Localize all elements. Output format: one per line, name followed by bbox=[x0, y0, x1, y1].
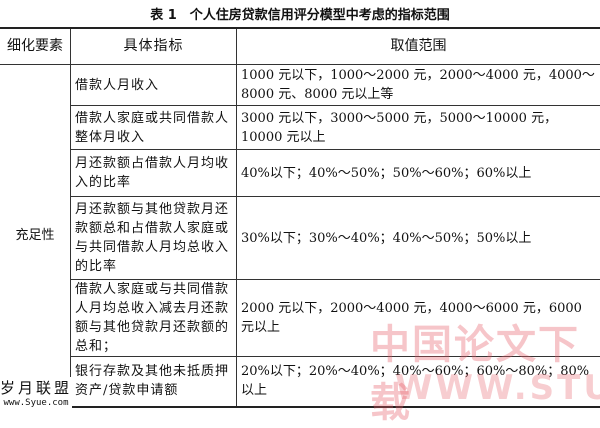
header-range: 取值范围 bbox=[237, 28, 600, 65]
category-cell: 充足性 bbox=[0, 65, 71, 407]
range-cell: 30%以下；30%～40%；40%～50%；50%以上 bbox=[237, 197, 600, 280]
site-logo: 岁月联盟 www.Syue.com bbox=[0, 377, 72, 408]
table-row: 月还款额与其他贷款月还款额总和占借款人家庭或与共同借款人月均总收入的比率 30%… bbox=[0, 197, 600, 280]
indicator-cell: 银行存款及其他未抵质押资产/贷款申请额 bbox=[71, 357, 237, 407]
table-row: 借款人家庭或共同借款人整体月收入 3000 元以下，3000～5000 元，50… bbox=[0, 106, 600, 150]
range-cell: 3000 元以下，3000～5000 元，5000～10000 元，10000 … bbox=[237, 106, 600, 150]
logo-text: 岁月联盟 bbox=[0, 377, 72, 398]
table-header-row: 细化要素 具体指标 取值范围 bbox=[0, 28, 600, 65]
range-cell: 1000 元以下，1000～2000 元，2000～4000 元，4000～80… bbox=[237, 65, 600, 106]
logo-url: www.Syue.com bbox=[0, 398, 72, 408]
table-row: 月还款额占借款人月均收入的比率 40%以下；40%～50%；50%～60%；60… bbox=[0, 150, 600, 197]
indicator-cell: 月还款额与其他贷款月还款额总和占借款人家庭或与共同借款人月均总收入的比率 bbox=[71, 197, 237, 280]
indicator-cell: 借款人月收入 bbox=[71, 65, 237, 106]
indicator-cell: 借款人家庭或共同借款人整体月收入 bbox=[71, 106, 237, 150]
watermark-url: WWW.STUDA. bbox=[395, 368, 600, 408]
header-element: 细化要素 bbox=[0, 28, 71, 65]
indicator-cell: 借款人家庭或与共同借款人月均总收入减去月还款额与其他贷款月还款额的总和； bbox=[71, 280, 237, 357]
table-title: 表 1 个人住房贷款信用评分模型中考虑的指标范围 bbox=[0, 4, 600, 23]
indicator-cell: 月还款额占借款人月均收入的比率 bbox=[71, 150, 237, 197]
table-row: 充足性 借款人月收入 1000 元以下，1000～2000 元，2000～400… bbox=[0, 65, 600, 106]
range-cell: 40%以下；40%～50%；50%～60%；60%以上 bbox=[237, 150, 600, 197]
header-indicator: 具体指标 bbox=[71, 28, 237, 65]
